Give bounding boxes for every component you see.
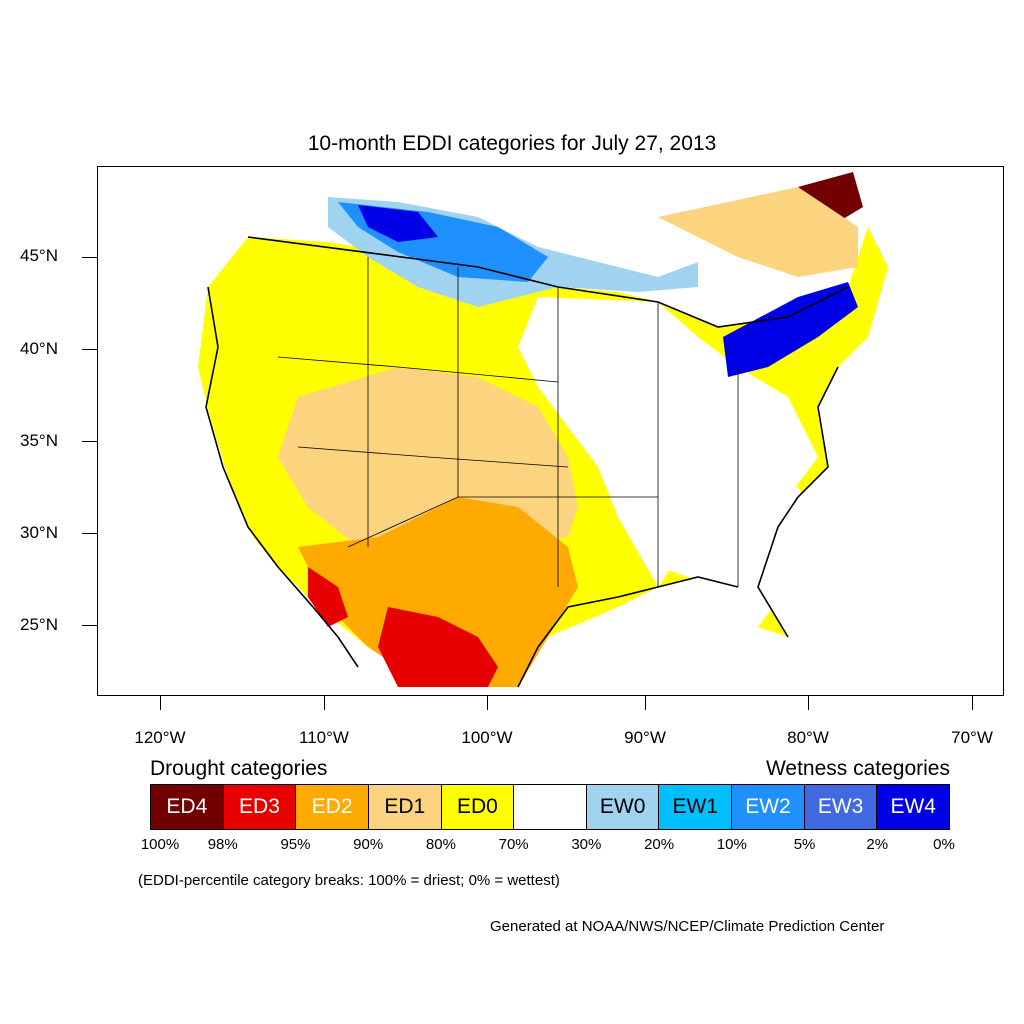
lon-tick bbox=[324, 696, 325, 710]
lat-label-40: 40°N bbox=[20, 339, 58, 358]
legend-cell-ed4: ED4 bbox=[151, 785, 224, 829]
percent-break-label: 5% bbox=[793, 836, 816, 853]
lon-label-70: 70°W bbox=[951, 728, 993, 747]
ed3-region bbox=[378, 607, 498, 687]
lon-tick bbox=[487, 696, 488, 710]
lat-tick bbox=[82, 625, 97, 626]
lat-tick bbox=[82, 349, 97, 350]
legend-cell-normal bbox=[514, 785, 587, 829]
legend-cell-ew1: EW1 bbox=[659, 785, 733, 829]
percent-break-label: 10% bbox=[716, 836, 747, 853]
east-coast bbox=[757, 366, 839, 638]
eddi-map bbox=[97, 166, 1004, 696]
legend-cell-ed2: ED2 bbox=[296, 785, 369, 829]
lon-tick bbox=[972, 696, 973, 710]
percent-break-label: 30% bbox=[571, 836, 602, 853]
state-line bbox=[347, 496, 658, 548]
percent-break-label: 0% bbox=[933, 836, 955, 853]
ed1-north-region bbox=[658, 187, 858, 277]
lon-tick bbox=[808, 696, 809, 710]
state-line bbox=[277, 356, 559, 383]
legend-cell-ed3: ED3 bbox=[223, 785, 297, 829]
credit-text: Generated at NOAA/NWS/NCEP/Climate Predi… bbox=[490, 918, 885, 935]
drought-heading: Drought categories bbox=[150, 757, 328, 780]
percent-break-label: 95% bbox=[280, 836, 311, 853]
lon-label-80: 80°W bbox=[787, 728, 829, 747]
legend-bar: ED4 ED3 ED2 ED1 ED0 EW0 EW1 EW2 EW3 EW4 bbox=[150, 784, 950, 830]
legend-cell-ed1: ED1 bbox=[368, 785, 442, 829]
percent-break-label: 20% bbox=[644, 836, 675, 853]
legend-cell-ew2: EW2 bbox=[732, 785, 805, 829]
state-line bbox=[297, 446, 569, 468]
percent-break-label: 80% bbox=[425, 836, 456, 853]
category-note: (EDDI-percentile category breaks: 100% =… bbox=[138, 872, 560, 889]
lat-label-35: 35°N bbox=[20, 431, 58, 450]
map-canvas bbox=[198, 172, 888, 688]
lat-label-30: 30°N bbox=[20, 523, 58, 542]
gulf-coast bbox=[517, 576, 739, 688]
lon-label-110: 110°W bbox=[299, 728, 349, 747]
percent-break-label: 70% bbox=[498, 836, 529, 853]
normal-region bbox=[518, 297, 818, 587]
percent-break-label: 98% bbox=[207, 836, 238, 853]
lat-label-25: 25°N bbox=[20, 615, 58, 634]
lon-tick bbox=[160, 696, 161, 710]
west-coast bbox=[205, 286, 359, 668]
lon-tick bbox=[645, 696, 646, 710]
state-lines bbox=[277, 257, 739, 587]
normal-southeast-region bbox=[638, 487, 818, 627]
legend-cell-ed0: ED0 bbox=[441, 785, 515, 829]
lat-tick bbox=[82, 441, 97, 442]
legend-cell-ew4: EW4 bbox=[877, 785, 950, 829]
lat-label-45: 45°N bbox=[20, 246, 58, 265]
us-landmass bbox=[198, 172, 888, 687]
ew4-lakes-region bbox=[723, 282, 858, 377]
wetness-heading: Wetness categories bbox=[765, 757, 950, 780]
lon-label-100: 100°W bbox=[461, 728, 513, 747]
lat-tick bbox=[82, 533, 97, 534]
map-title: 10-month EDDI categories for July 27, 20… bbox=[307, 132, 717, 155]
percent-break-label: 2% bbox=[866, 836, 889, 853]
ew4-region bbox=[358, 205, 438, 242]
lon-label-90: 90°W bbox=[624, 728, 666, 747]
percent-break-label: 90% bbox=[353, 836, 384, 853]
legend-cell-ew3: EW3 bbox=[804, 785, 878, 829]
lon-label-120: 120°W bbox=[134, 728, 186, 747]
percent-break-label: 100% bbox=[140, 836, 180, 853]
legend-cell-ew0: EW0 bbox=[586, 785, 660, 829]
lat-tick bbox=[82, 257, 97, 258]
